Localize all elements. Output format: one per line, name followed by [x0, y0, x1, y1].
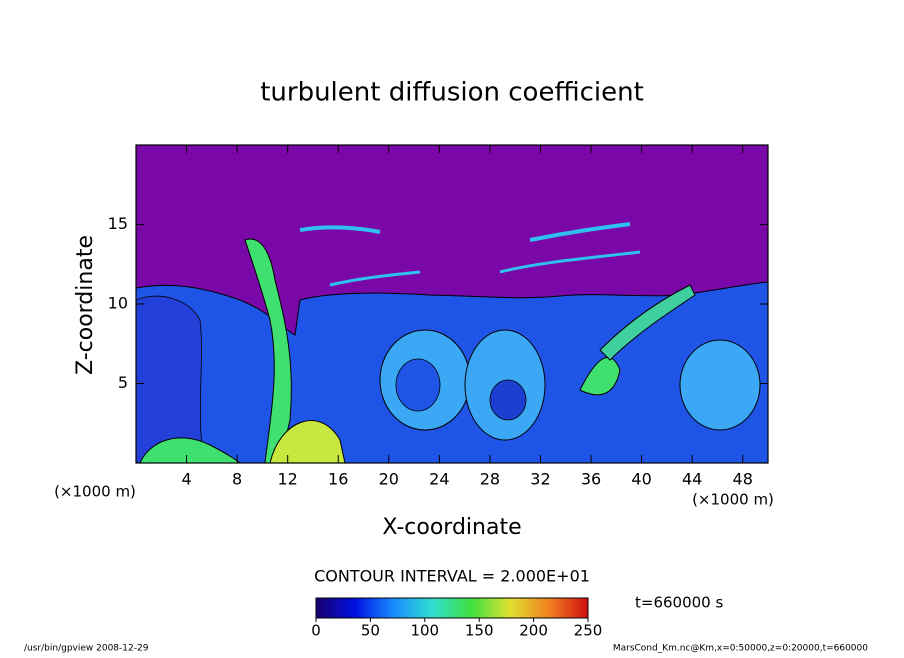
colorbar-tick-label: 100 [410, 622, 439, 640]
footer-left: /usr/bin/gpview 2008-12-29 [24, 644, 149, 654]
chart-title: turbulent diffusion coefficient [260, 78, 644, 108]
contour-interval: CONTOUR INTERVAL = 2.000E+01 [314, 567, 590, 586]
x-tick-label: 4 [181, 470, 191, 489]
x-tick-label: 8 [232, 470, 242, 489]
x-unit-label: (×1000 m) [54, 483, 136, 501]
time-label: t=660000 s [635, 594, 723, 612]
x-tick-label: 24 [429, 470, 449, 489]
x-axis-label: X-coordinate [382, 515, 521, 540]
x-tick-label: 16 [328, 470, 348, 489]
y-tick-label: 10 [108, 294, 128, 313]
colorbar-tick-label: 50 [361, 622, 380, 640]
x-tick-label: 32 [530, 470, 550, 489]
y-axis-label: Z-coordinate [73, 235, 98, 375]
x-unit-label: (×1000 m) [692, 491, 774, 509]
x-tick-label: 12 [278, 470, 298, 489]
field [136, 145, 768, 463]
colorbar [315, 597, 589, 619]
x-tick-label: 44 [682, 470, 702, 489]
y-tick-label: 15 [108, 214, 128, 233]
x-tick-label: 40 [631, 470, 651, 489]
colorbar-tick-label: 0 [311, 622, 321, 640]
y-tick-label: 5 [118, 373, 128, 392]
colorbar-tick-label: 150 [465, 622, 494, 640]
x-tick-label: 48 [733, 470, 753, 489]
footer-right: MarsCond_Km.nc@Km,x=0:50000,z=0:20000,t=… [613, 644, 868, 654]
colorbar-tick-label: 200 [519, 622, 548, 640]
x-tick-label: 36 [581, 470, 601, 489]
x-tick-label: 28 [480, 470, 500, 489]
colorbar-tick-label: 250 [574, 622, 603, 640]
x-tick-label: 20 [379, 470, 399, 489]
